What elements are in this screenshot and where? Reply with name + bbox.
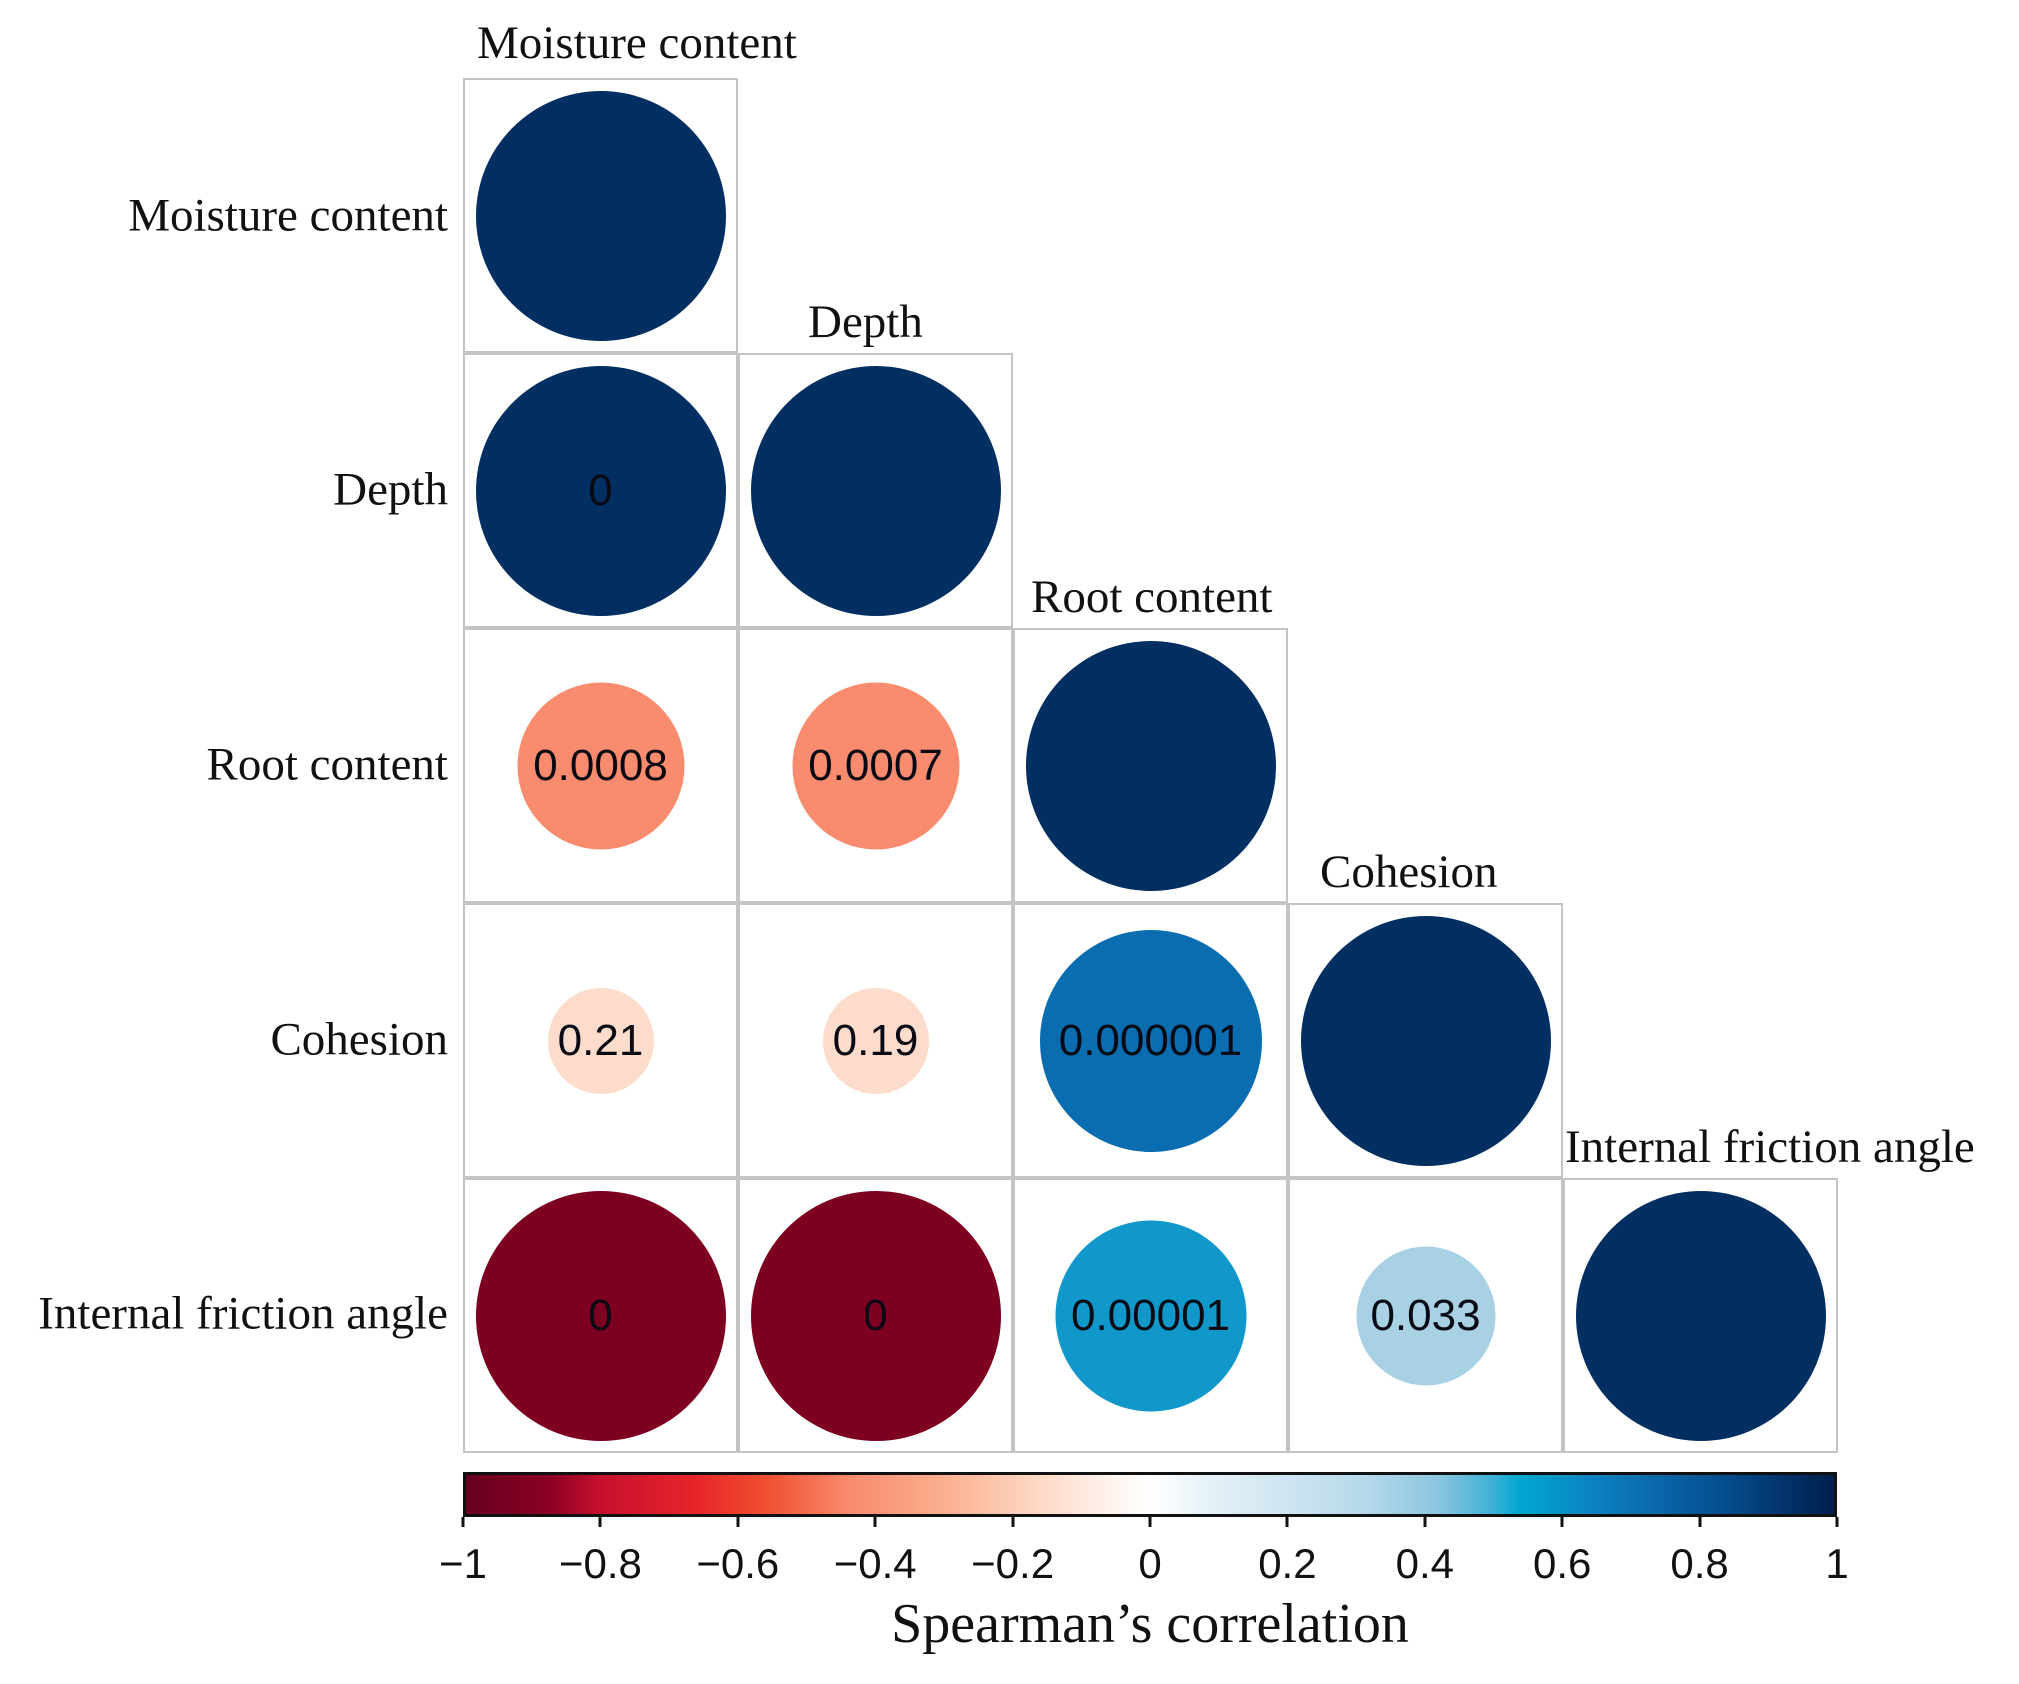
column-header-internal-friction-angle: Internal friction angle — [1565, 1121, 1975, 1173]
correlation-circle — [1039, 929, 1262, 1152]
colorbar-tick-mark — [1698, 1517, 1702, 1527]
correlation-cell: 0.000001 — [1013, 903, 1288, 1178]
colorbar-tick-label: 0 — [1138, 1540, 1162, 1587]
colorbar-tick-mark — [598, 1517, 602, 1527]
p-value-label: 0 — [588, 465, 613, 515]
correlation-circle — [792, 682, 959, 849]
colorbar-tick-mark — [1011, 1517, 1015, 1527]
p-value-label: 0.0008 — [533, 740, 668, 790]
colorbar-tick-label: −1 — [439, 1540, 487, 1587]
correlation-circle — [475, 90, 726, 341]
correlation-cell: 0.0008 — [463, 628, 738, 903]
correlation-circle — [547, 987, 654, 1094]
correlation-circle — [1575, 1190, 1826, 1441]
correlation-circle — [1025, 640, 1276, 891]
correlation-circle — [822, 987, 929, 1094]
correlation-cell: 0 — [738, 1178, 1013, 1453]
colorbar-tick-label: −0.6 — [696, 1540, 780, 1587]
correlation-cell: 0 — [463, 1178, 738, 1453]
column-header-depth: Depth — [808, 296, 923, 348]
colorbar-tick-label: −0.2 — [971, 1540, 1055, 1587]
p-value-label: 0.033 — [1370, 1290, 1481, 1340]
correlation-cell — [738, 353, 1013, 628]
correlation-circle — [750, 365, 1001, 616]
colorbar-tick-mark — [1835, 1517, 1839, 1527]
colorbar-tick-label: 0.2 — [1258, 1540, 1317, 1587]
correlation-circle — [1300, 915, 1551, 1166]
correlation-circle — [750, 1190, 1001, 1441]
correlation-cell: 0.00001 — [1013, 1178, 1288, 1453]
correlation-cell: 0 — [463, 353, 738, 628]
correlation-circle — [517, 682, 684, 849]
p-value-label: 0 — [863, 1290, 888, 1340]
colorbar-tick-mark — [1285, 1517, 1289, 1527]
colorbar-gradient — [463, 1472, 1837, 1517]
p-value-label: 0.19 — [832, 1015, 919, 1065]
colorbar-tick-label: 1 — [1825, 1540, 1849, 1587]
correlation-cell — [1013, 628, 1288, 903]
colorbar-tick-label: −0.8 — [558, 1540, 642, 1587]
row-label-cohesion: Cohesion — [270, 1013, 448, 1066]
correlation-circle — [1356, 1246, 1495, 1385]
p-value-label: 0.21 — [557, 1015, 644, 1065]
correlation-cell — [1563, 1178, 1838, 1453]
correlation-circle — [1055, 1220, 1246, 1411]
colorbar-tick-mark — [1560, 1517, 1564, 1527]
row-label-internal-friction-angle: Internal friction angle — [38, 1287, 448, 1340]
colorbar-tick-label: −0.4 — [833, 1540, 917, 1587]
p-value-label: 0.0007 — [808, 740, 943, 790]
column-header-cohesion: Cohesion — [1320, 846, 1498, 898]
p-value-label: 0.00001 — [1070, 1290, 1231, 1340]
correlation-cell: 0.033 — [1288, 1178, 1563, 1453]
colorbar-title: Spearman’s correlation — [891, 1593, 1409, 1655]
colorbar-tick-mark — [736, 1517, 740, 1527]
correlation-cell: 0.21 — [463, 903, 738, 1178]
column-header-moisture-content: Moisture content — [477, 17, 797, 69]
row-label-moisture-content: Moisture content — [128, 189, 448, 242]
column-header-root-content: Root content — [1031, 571, 1273, 623]
correlation-cell: 0.19 — [738, 903, 1013, 1178]
colorbar-tick-label: 0.8 — [1670, 1540, 1729, 1587]
colorbar-tick-mark — [1148, 1517, 1152, 1527]
colorbar-tick-label: 0.6 — [1532, 1540, 1592, 1587]
p-value-label: 0.000001 — [1058, 1015, 1243, 1065]
colorbar-tick-mark — [873, 1517, 877, 1527]
colorbar-tick-mark — [461, 1517, 465, 1527]
correlation-circle — [475, 365, 726, 616]
correlation-cell: 0.0007 — [738, 628, 1013, 903]
correlation-cell — [463, 78, 738, 353]
colorbar-tick-mark — [1423, 1517, 1427, 1527]
row-label-root-content: Root content — [206, 738, 449, 791]
colorbar-tick-label: 0.4 — [1395, 1540, 1454, 1587]
p-value-label: 0 — [588, 1290, 613, 1340]
correlation-circle — [475, 1190, 726, 1441]
row-label-depth: Depth — [333, 463, 448, 516]
correlation-cell — [1288, 903, 1563, 1178]
